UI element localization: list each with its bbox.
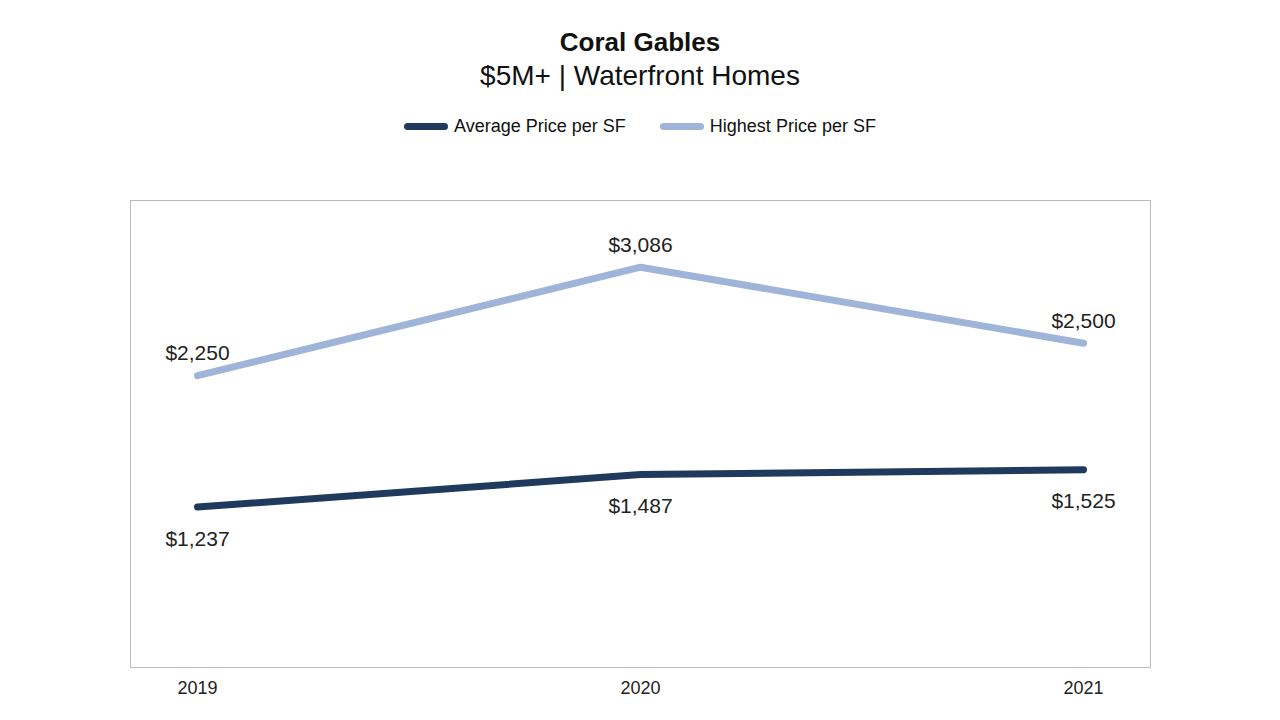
svg-text:2020: 2020 bbox=[620, 678, 660, 698]
svg-text:$1,237: $1,237 bbox=[165, 527, 229, 550]
svg-text:$1,487: $1,487 bbox=[608, 494, 672, 517]
svg-text:2019: 2019 bbox=[177, 678, 217, 698]
html-text:$5M+ | Waterfront Homes: $5M+ | Waterfront Homes bbox=[480, 60, 800, 91]
svg-text:$3,086: $3,086 bbox=[608, 233, 672, 256]
svg-text:$1,525: $1,525 bbox=[1051, 489, 1115, 512]
svg-text:2021: 2021 bbox=[1063, 678, 1103, 698]
svg-text:$2,250: $2,250 bbox=[165, 341, 229, 364]
html-text:Coral Gables: Coral Gables bbox=[559, 27, 721, 57]
html-text:Highest Price per SF: Highest Price per SF bbox=[709, 116, 876, 136]
svg-text:$2,500: $2,500 bbox=[1051, 309, 1115, 332]
html-text:Average Price per SF: Average Price per SF bbox=[454, 116, 626, 136]
